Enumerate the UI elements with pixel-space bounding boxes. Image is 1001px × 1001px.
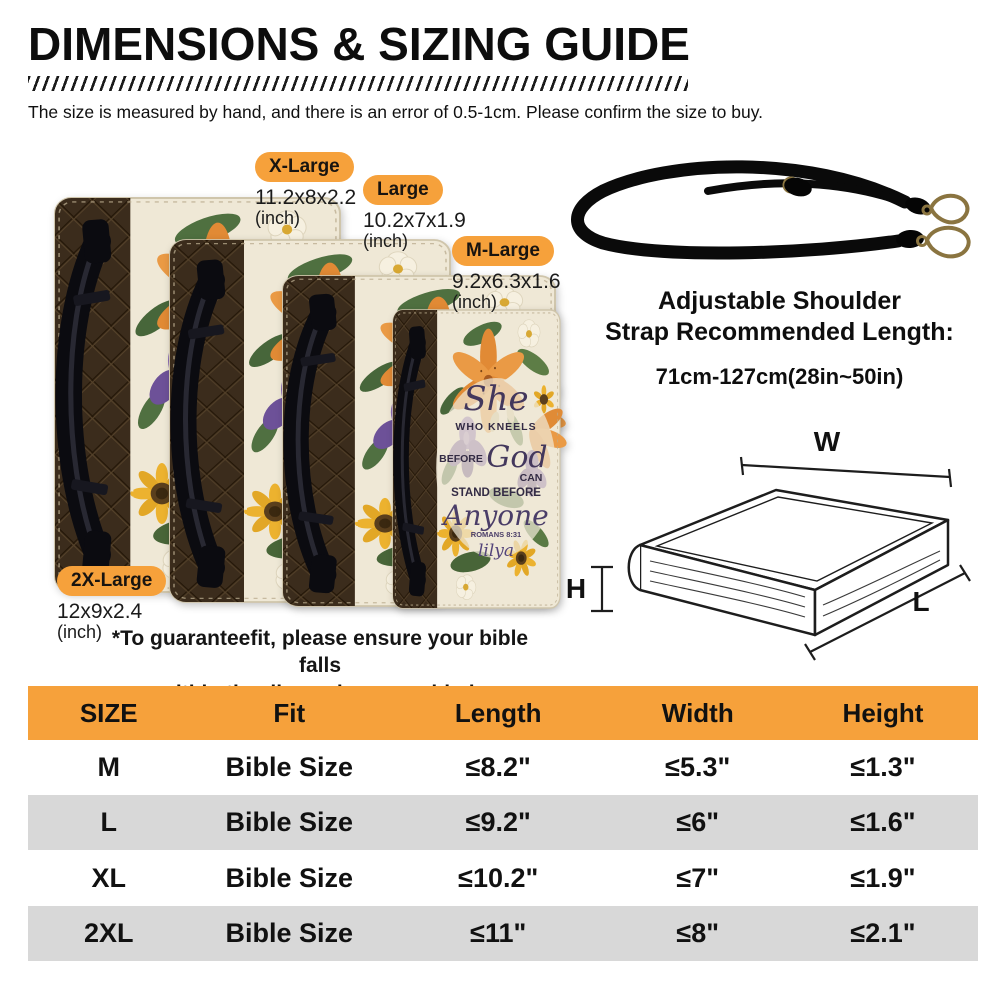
row-xl-height: ≤1.9": [788, 850, 978, 906]
strap-clasp-bottom: [916, 225, 971, 259]
unit-2xlarge: (inch): [57, 621, 103, 642]
unit-large: (inch): [363, 230, 409, 251]
row-xl-size: XL: [28, 850, 190, 906]
row-2xl-size: 2XL: [28, 906, 190, 961]
row-l-size: L: [28, 795, 190, 850]
row-m-width: ≤5.3": [607, 740, 788, 795]
strap-heading-line2: Strap Recommended Length:: [605, 318, 954, 346]
dims-2xlarge: 12x9x2.4: [57, 599, 143, 623]
row-l-width: ≤6": [607, 795, 788, 850]
col-header-fit: Fit: [189, 686, 389, 740]
col-header-width: Width: [607, 686, 788, 740]
verse-stand-before: STAND BEFORE: [451, 487, 541, 499]
row-m-size: M: [28, 740, 190, 795]
size-badge-2xlarge: 2X-Large: [57, 566, 167, 596]
row-m-height: ≤1.3": [788, 740, 978, 795]
col-header-length: Length: [389, 686, 608, 740]
row-l-fit: Bible Size: [189, 795, 389, 850]
row-xl-fit: Bible Size: [189, 850, 389, 906]
verse-can: CAN: [520, 472, 543, 484]
col-header-height: Height: [788, 686, 978, 740]
size-badge-large: Large: [363, 175, 443, 205]
verse-before: BEFORE: [439, 453, 483, 465]
row-xl-width: ≤7": [607, 850, 788, 906]
callout-2xlarge: 2X-Large 12x9x2.4 (inch): [57, 566, 167, 643]
dims-xlarge: 11.2x8x2.2: [255, 185, 357, 209]
unit-mlarge: (inch): [452, 291, 498, 312]
dims-large: 10.2x7x1.9: [363, 208, 466, 232]
dims-mlarge: 9.2x6.3x1.6: [452, 269, 561, 293]
callout-large: Large 10.2x7x1.9 (inch): [363, 175, 466, 252]
size-badge-mlarge: M-Large: [452, 236, 554, 266]
strap-heading: Adjustable Shoulder Strap Recommended Le…: [558, 286, 1001, 348]
row-l-height: ≤1.6": [788, 795, 978, 850]
h-label: H: [566, 573, 586, 604]
w-label: W: [814, 426, 841, 457]
cover-verse-art: She WHO KNEELS BEFORE God CAN STAND BEFO…: [436, 378, 556, 561]
w-dimension-line: [739, 456, 953, 488]
strap-length: 71cm-127cm(28in~50in): [655, 364, 904, 389]
hatch-divider: [28, 76, 688, 91]
l-label: L: [912, 586, 929, 617]
strap-clasp-top: [921, 193, 970, 225]
size-badge-xlarge: X-Large: [255, 152, 354, 182]
callout-mlarge: M-Large 9.2x6.3x1.6 (inch): [452, 236, 561, 313]
shoulder-strap-image: [571, 160, 971, 260]
verse-god: God: [486, 440, 547, 475]
l-dimension-line: [804, 564, 971, 661]
row-2xl-length: ≤11": [389, 906, 608, 961]
row-m-fit: Bible Size: [189, 740, 389, 795]
verse-she: She: [463, 379, 528, 419]
verse-who-kneels: WHO KNEELS: [455, 421, 536, 433]
page-subtitle: The size is measured by hand, and there …: [28, 102, 764, 122]
fit-note-line1: *To guaranteefit, please ensure your bib…: [111, 627, 529, 678]
row-xl-length: ≤10.2": [389, 850, 608, 906]
h-dimension-line: [591, 565, 613, 613]
verse-anyone: Anyone: [440, 499, 549, 532]
row-2xl-fit: Bible Size: [189, 906, 389, 961]
book-dimension-diagram: W H L: [566, 426, 971, 661]
row-2xl-height: ≤2.1": [788, 906, 978, 961]
row-l-length: ≤9.2": [389, 795, 608, 850]
row-m-length: ≤8.2": [389, 740, 608, 795]
verse-lilya: lilya: [478, 541, 514, 561]
verse-romans: ROMANS 8:31: [471, 530, 521, 539]
callout-xlarge: X-Large 11.2x8x2.2 (inch): [255, 152, 356, 229]
size-table: SIZE Fit Length Width Height M Bible Siz…: [28, 686, 978, 961]
row-2xl-width: ≤8": [607, 906, 788, 961]
unit-xlarge: (inch): [255, 207, 301, 228]
strap-heading-line1: Adjustable Shoulder: [657, 287, 902, 315]
page-title: DIMENSIONS & SIZING GUIDE: [28, 18, 690, 70]
col-header-size: SIZE: [28, 686, 190, 740]
